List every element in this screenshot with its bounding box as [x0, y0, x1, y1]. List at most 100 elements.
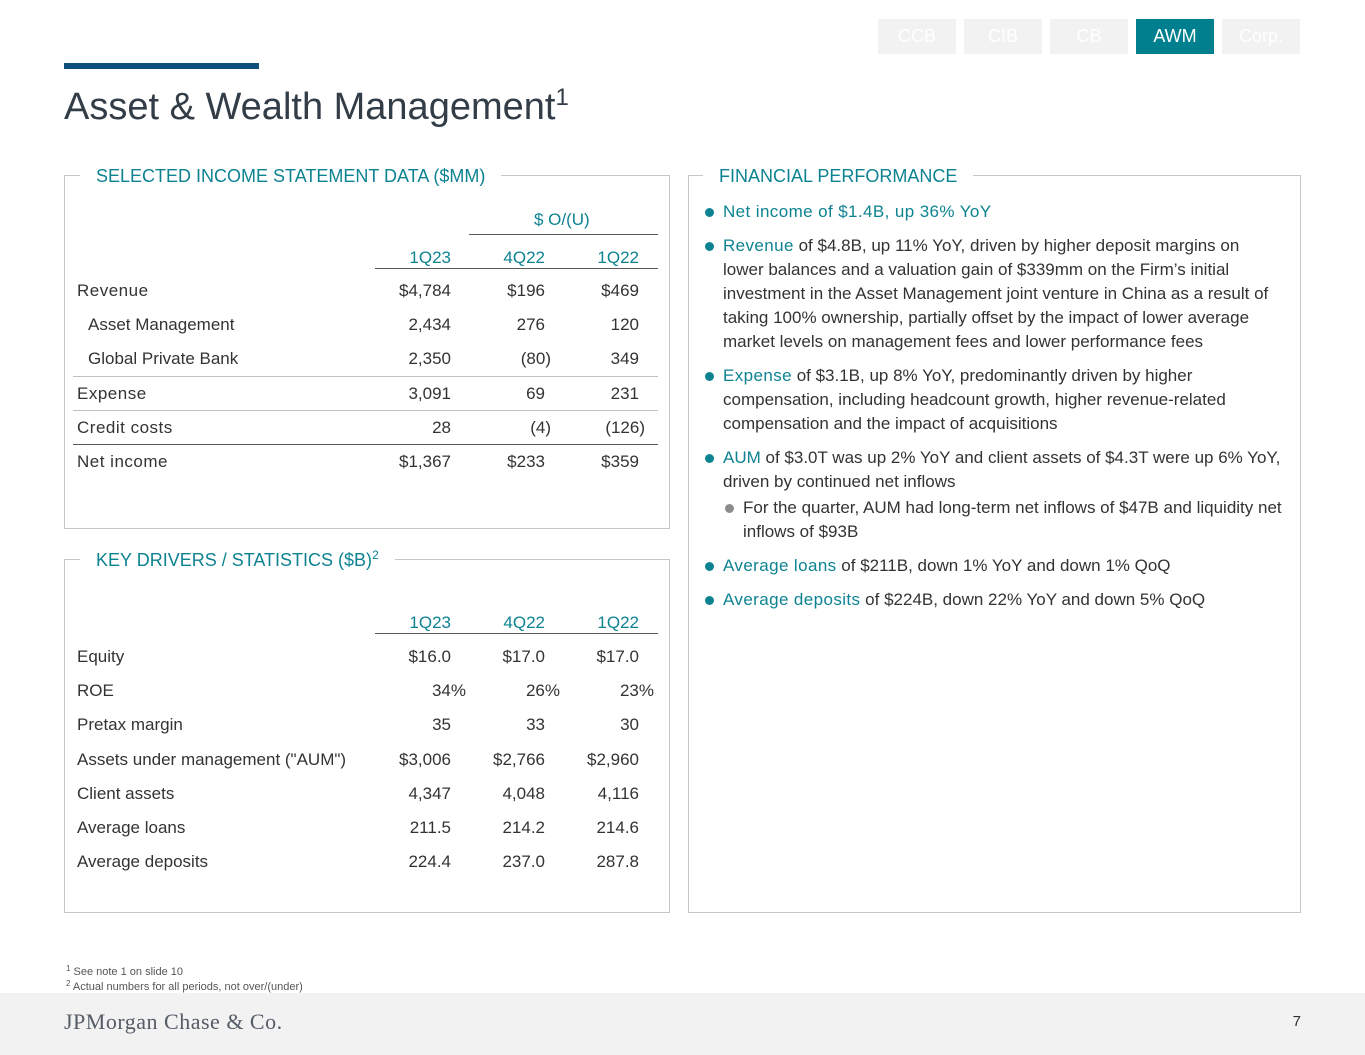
- drivers-cell: 224.4: [408, 852, 451, 871]
- income-cell: 231: [610, 384, 639, 403]
- drivers-panel-title-text: KEY DRIVERS / STATISTICS ($B): [96, 550, 373, 570]
- drivers-cell: $17.0: [596, 647, 639, 666]
- income-total-rule: [73, 444, 658, 445]
- income-row-label: Credit costs: [77, 418, 173, 437]
- bullet-average-loans: Average loans of $211B, down 1% YoY and …: [705, 554, 1283, 578]
- drivers-row-label: Client assets: [77, 784, 175, 803]
- title-accent-bar: [64, 63, 259, 69]
- drivers-cell: $2,960: [587, 750, 639, 769]
- drivers-cell: 214.2: [502, 818, 545, 837]
- page-number: 7: [1292, 1013, 1301, 1030]
- sub-bullet-text: For the quarter, AUM had long-term net i…: [743, 498, 1282, 541]
- drivers-row-label: Assets under management ("AUM"): [77, 750, 347, 769]
- income-cell: 3,091: [408, 384, 451, 403]
- drivers-cell: 4,048: [502, 784, 545, 803]
- bullet-dot: [705, 242, 714, 251]
- drivers-cell: $2,766: [493, 750, 545, 769]
- bullet-dot: [705, 208, 714, 217]
- income-cell: 2,434: [408, 315, 451, 334]
- key-drivers-panel: KEY DRIVERS / STATISTICS ($B)2 1Q23 4Q22…: [64, 549, 670, 913]
- drivers-header-rule: [375, 633, 658, 634]
- drivers-cell: 26%: [525, 681, 560, 700]
- income-cell: (80): [520, 349, 551, 368]
- bullet-average-deposits: Average deposits of $224B, down 22% YoY …: [705, 588, 1283, 612]
- income-row-label: Global Private Bank: [88, 349, 239, 368]
- bullet-dot: [705, 454, 714, 463]
- tab-cb[interactable]: CB: [1050, 19, 1128, 54]
- drivers-col-1q22: 1Q22: [597, 613, 639, 632]
- income-cell: 120: [610, 315, 639, 334]
- income-panel-title: SELECTED INCOME STATEMENT DATA ($MM): [80, 165, 502, 187]
- bullet-highlight: Average deposits: [723, 590, 861, 609]
- bullet-highlight: Expense: [723, 366, 792, 385]
- tab-cib[interactable]: CIB: [964, 19, 1042, 54]
- income-row-divider: [73, 376, 658, 377]
- drivers-cell: 4,116: [597, 784, 639, 803]
- income-col-4q22: 4Q22: [503, 248, 545, 267]
- income-row-label: Revenue: [77, 281, 149, 300]
- bullet-expense: Expense of $3.1B, up 8% YoY, predominant…: [705, 364, 1283, 436]
- drivers-cell: 214.6: [596, 818, 639, 837]
- income-col-1q23: 1Q23: [409, 248, 451, 267]
- bullet-dot: [705, 562, 714, 571]
- footnote-text: Actual numbers for all periods, not over…: [72, 981, 303, 993]
- income-cell: $359: [601, 452, 639, 471]
- drivers-panel-title: KEY DRIVERS / STATISTICS ($B)2: [80, 549, 395, 571]
- tab-awm[interactable]: AWM: [1136, 19, 1214, 54]
- drivers-row-label: Pretax margin: [77, 715, 183, 734]
- income-row-divider: [73, 410, 658, 411]
- bullet-highlight: AUM: [723, 448, 761, 467]
- drivers-col-1q23: 1Q23: [409, 613, 451, 632]
- page-title-text: Asset & Wealth Management: [64, 86, 556, 128]
- income-col-1q22: 1Q22: [597, 248, 639, 267]
- tab-ccb[interactable]: CCB: [878, 19, 956, 54]
- page-title: Asset & Wealth Management1: [64, 86, 569, 129]
- drivers-cell: $17.0: [502, 647, 545, 666]
- income-cell: $196: [507, 281, 545, 300]
- drivers-cell: 287.8: [596, 852, 639, 871]
- footnote-1: 1 See note 1 on slide 10: [66, 965, 303, 980]
- drivers-cell: 33: [526, 715, 545, 734]
- income-cell: 349: [610, 349, 639, 368]
- income-cell: $469: [601, 281, 639, 300]
- income-cell: $1,367: [399, 452, 451, 471]
- bullet-text: of $3.1B, up 8% YoY, predominantly drive…: [723, 366, 1226, 433]
- footnote-marker: 1: [66, 964, 71, 973]
- drivers-row-label: ROE: [77, 681, 114, 700]
- drivers-cell: 4,347: [408, 784, 451, 803]
- footnotes: 1 See note 1 on slide 10 2 Actual number…: [66, 965, 303, 995]
- bullet-highlight: Average loans: [723, 556, 837, 575]
- perf-panel-title: FINANCIAL PERFORMANCE: [703, 165, 974, 187]
- income-cell: 69: [526, 384, 545, 403]
- bullet-highlight: Revenue: [723, 236, 794, 255]
- income-statement-panel: SELECTED INCOME STATEMENT DATA ($MM) $ O…: [64, 165, 670, 529]
- jpmorgan-chase-logo: JPMorgan Chase & Co.: [64, 1009, 283, 1034]
- bullet-text: of $211B, down 1% YoY and down 1% QoQ: [836, 556, 1171, 575]
- income-row-label: Expense: [77, 384, 147, 403]
- drivers-cell: 23%: [619, 681, 654, 700]
- drivers-row-label: Average deposits: [77, 852, 209, 871]
- income-cell: $233: [507, 452, 545, 471]
- bullet-dot: [705, 596, 714, 605]
- drivers-cell: 30: [620, 715, 639, 734]
- income-row-label: Asset Management: [88, 315, 235, 334]
- drivers-row-label: Equity: [77, 647, 125, 666]
- financial-performance-panel: FINANCIAL PERFORMANCE Net income of $1.4…: [688, 165, 1301, 913]
- income-cell: (126): [605, 418, 645, 437]
- tab-corp[interactable]: Corp.: [1222, 19, 1300, 54]
- bullet-text: of $4.8B, up 11% YoY, driven by higher d…: [723, 236, 1269, 351]
- income-cell: 276: [516, 315, 545, 334]
- group-header-rule: [469, 234, 658, 235]
- bullet-text: of $3.0T was up 2% YoY and client assets…: [723, 448, 1281, 491]
- group-header-o-u: $ O/(U): [534, 210, 590, 229]
- bullet-dot: [705, 372, 714, 381]
- drivers-cell: 35: [432, 715, 451, 734]
- bullet-revenue: Revenue of $4.8B, up 11% YoY, driven by …: [705, 234, 1283, 354]
- drivers-cell: 237.0: [502, 852, 545, 871]
- bullet-text: of $224B, down 22% YoY and down 5% QoQ: [860, 590, 1206, 609]
- footnote-marker: 2: [66, 979, 71, 988]
- income-header-rule: [375, 268, 658, 269]
- page-title-footnote-ref: 1: [555, 84, 569, 111]
- bullet-aum: AUM of $3.0T was up 2% YoY and client as…: [705, 446, 1283, 544]
- drivers-row-label: Average loans: [77, 818, 186, 837]
